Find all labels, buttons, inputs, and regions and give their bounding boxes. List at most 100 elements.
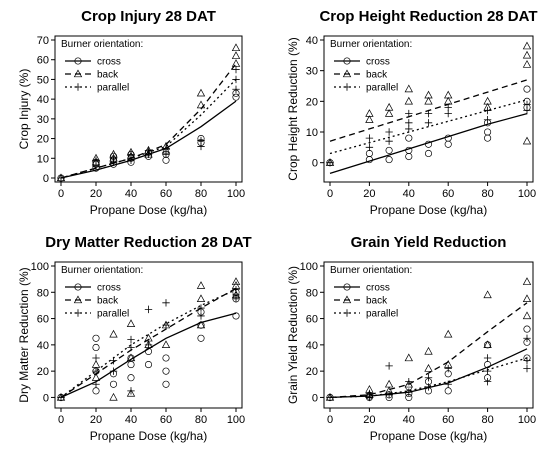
data-point-back [522,60,532,68]
x-tick-label: 40 [403,188,415,200]
data-point-parallel [365,389,374,398]
data-point-back [231,43,241,52]
y-tick-label: 10 [306,127,318,139]
y-tick-label: 20 [306,366,318,378]
data-point-back [522,50,532,59]
y-tick-label: 60 [306,314,318,326]
fit-line-back [60,287,237,398]
data-point-back [444,96,453,105]
x-axis-label: Propane Dose (kg/ha) [370,429,487,443]
series-parallel [326,99,531,167]
series-cross [57,89,240,182]
data-point-parallel [92,367,100,375]
legend-marker-parallel [74,83,82,91]
legend-marker-parallel [343,83,351,91]
data-point-back [424,346,433,355]
data-point-cross [162,380,170,388]
x-tick-label: 40 [403,414,415,426]
chart-title: Crop Height Reduction 28 DAT [319,8,537,25]
legend-marker-cross [343,57,351,65]
data-point-parallel [127,335,135,344]
x-tick-label: 40 [125,188,137,200]
y-tick-label: 30 [306,66,318,78]
x-tick-label: 60 [442,188,454,200]
data-point-parallel [365,134,374,142]
x-tick-label: 80 [195,414,207,426]
data-point-back [483,96,492,105]
x-tick-label: 0 [327,414,333,426]
data-point-cross [109,380,118,388]
legend-marker-cross [74,57,82,65]
chart-title: Dry Matter Reduction 28 DAT [45,234,251,251]
x-tick-label: 0 [58,414,64,426]
y-axis-label: Dry Matter Reduction (%) [17,267,31,402]
legend-label-parallel: parallel [366,309,398,320]
data-point-cross [144,361,153,369]
y-tick-label: 60 [37,314,49,326]
y-tick-label: 0 [43,173,49,185]
data-point-back [161,340,171,349]
legend: Burner orientation: cross back parallel [330,39,412,94]
x-tick-label: 20 [363,414,375,426]
x-tick-label: 20 [90,188,102,200]
data-point-parallel [144,341,153,349]
series-cross [326,85,531,175]
data-point-parallel [144,305,153,314]
legend-label-cross: cross [97,57,121,68]
x-tick-label: 80 [481,188,493,200]
y-tick-label: 80 [306,287,318,299]
y-tick-label: 70 [37,35,49,47]
data-point-parallel [405,109,413,118]
data-point-parallel [405,119,413,127]
y-tick-label: 40 [37,340,49,352]
y-tick-label: 80 [37,287,49,299]
data-point-cross [385,156,393,164]
data-point-parallel [197,312,205,320]
y-tick-label: 30 [37,114,49,126]
legend: Burner orientation: cross back parallel [61,265,143,320]
data-point-parallel [197,304,205,312]
chart-panel-4: Grain Yield Reduction 0 20 40 60 80 100 0 20 40 60… [286,234,536,443]
plot-frame [323,261,534,409]
data-point-back [196,294,206,303]
x-tick-label: 0 [58,188,64,200]
data-point-back [365,115,374,123]
data-point-back [196,320,206,329]
data-point-parallel [385,391,393,399]
data-point-cross [365,149,373,158]
y-tick-label: 40 [37,94,49,106]
data-point-parallel [385,362,393,370]
legend-label-back: back [97,296,119,307]
legend-marker-parallel [74,309,82,317]
data-point-back [196,100,206,109]
x-tick-label: 40 [125,414,137,426]
y-tick-label: 40 [306,35,318,47]
series-parallel [57,285,240,402]
data-point-parallel [232,85,240,93]
data-point-cross [127,374,135,382]
y-tick-label: 20 [37,134,49,146]
data-point-back [231,277,241,285]
data-point-back [522,277,532,285]
data-point-back [384,109,394,117]
data-point-back [522,136,532,145]
data-point-parallel [197,136,205,145]
data-point-cross [444,387,452,395]
x-tick-label: 20 [90,414,102,426]
data-point-parallel [483,367,492,375]
data-point-cross [424,149,433,158]
series-back [56,43,241,182]
data-point-cross [197,334,205,342]
fit-line-back [329,302,528,399]
data-point-back [91,360,101,368]
x-tick-label: 100 [518,414,536,426]
legend-label-back: back [97,70,119,81]
data-point-cross [405,134,413,142]
data-point-parallel [127,150,135,159]
legend-label-back: back [366,296,388,307]
x-tick-label: 60 [160,414,172,426]
data-point-parallel [424,374,433,382]
data-point-parallel [57,393,65,402]
fit-line-cross [60,312,237,398]
x-tick-label: 20 [363,188,375,200]
